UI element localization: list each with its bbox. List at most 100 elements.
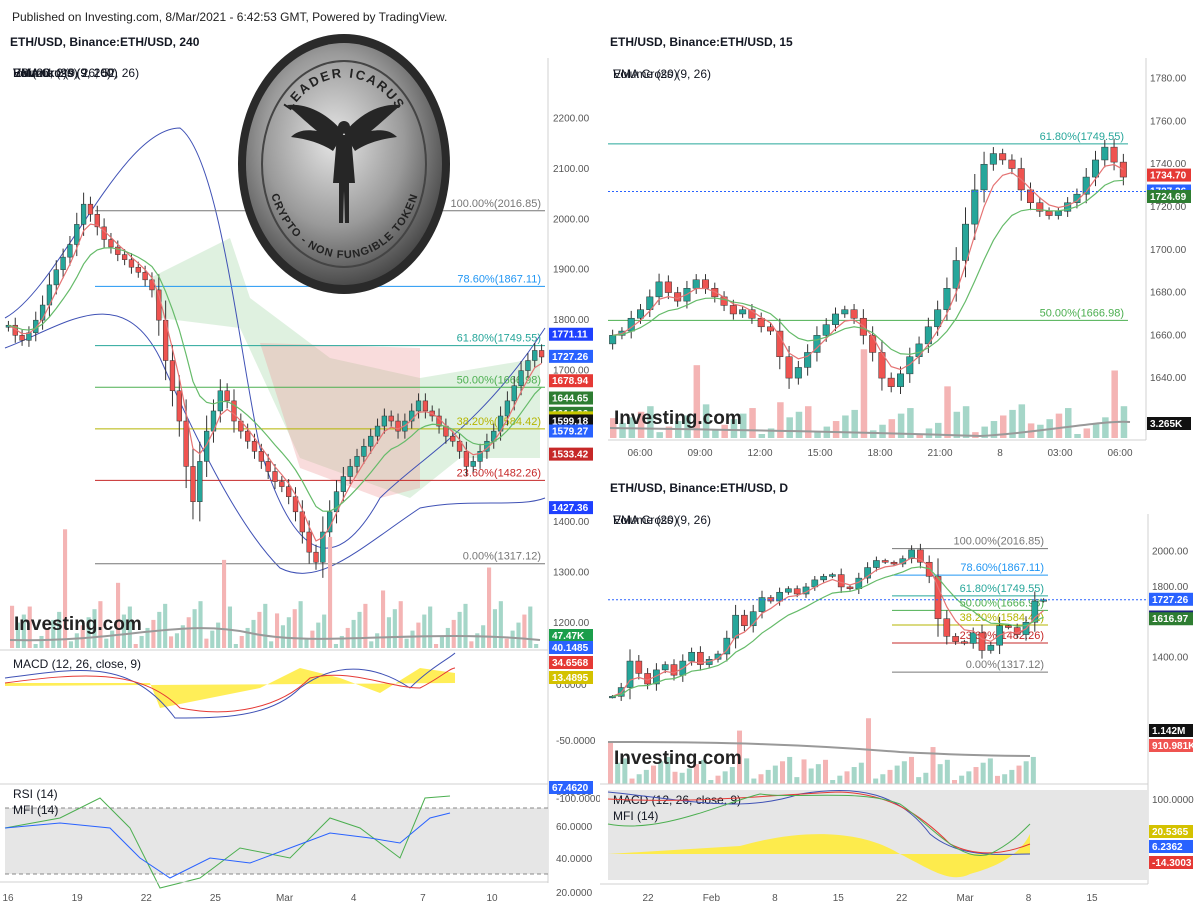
- volume-bar: [973, 767, 979, 784]
- candle: [646, 296, 654, 310]
- indicator-label[interactable]: Volume (20): [13, 66, 78, 80]
- candle: [655, 281, 663, 298]
- price-badge-bg: [1149, 612, 1193, 626]
- leader-icarus-coin: LEADER ICARUS CRYPTO - NON FUNGIBLE TOKE…: [238, 34, 450, 294]
- macd-badge-bg: [549, 671, 593, 684]
- price-badge-bg: [1149, 592, 1193, 606]
- volume-bar: [304, 638, 309, 648]
- volume-bar: [751, 778, 757, 784]
- price-badge: 1427.36: [552, 503, 589, 514]
- volume-bar: [990, 421, 998, 438]
- volume-bar: [786, 417, 793, 438]
- candle: [711, 288, 719, 298]
- volume-bar: [772, 765, 778, 784]
- indicator-label[interactable]: BB (20, 2): [13, 66, 68, 80]
- volume-bar: [428, 606, 433, 648]
- volume-bar: [758, 774, 764, 784]
- fib-label: 78.60%(1867.11): [960, 562, 1044, 574]
- volume-bar: [712, 430, 719, 438]
- x-tick-label: 25: [210, 893, 222, 904]
- volume-bar: [1037, 424, 1044, 438]
- volume-bar: [749, 408, 756, 438]
- candle: [204, 430, 210, 462]
- candle: [670, 664, 678, 676]
- indicator-label[interactable]: EMA Cross (9, 26): [613, 513, 712, 527]
- candle: [456, 440, 463, 452]
- volume-bar: [1092, 422, 1100, 438]
- fib-label: 38.20%(1584.42): [960, 612, 1044, 624]
- y-tick-label: 1400.00: [1152, 653, 1189, 664]
- candle: [361, 446, 367, 457]
- volume-bar: [1055, 413, 1063, 438]
- investing-logo: Investing.com: [614, 408, 742, 429]
- volume-bar: [451, 619, 456, 648]
- volume-bar: [981, 426, 988, 438]
- volume-bar: [245, 627, 250, 648]
- candle: [1110, 146, 1118, 163]
- candle: [354, 456, 360, 467]
- fib-label: 61.80%(1749.55): [960, 583, 1044, 595]
- candle: [720, 296, 728, 306]
- macd-y-tick: -50.0000: [556, 736, 596, 747]
- macd-signal-line: [607, 791, 1031, 854]
- indicator-label[interactable]: Volume (20): [613, 513, 678, 527]
- chart-canvas-d[interactable]: 100.00%(2016.85) 78.60%(1867.11) 61.80%(17…: [600, 474, 1200, 912]
- x-tick-label: 03:00: [1047, 448, 1072, 459]
- candle: [978, 632, 986, 651]
- volume-bar: [765, 769, 771, 784]
- volume-bar: [1000, 415, 1007, 438]
- candle: [538, 350, 545, 358]
- volume-bar: [298, 601, 303, 648]
- chart-panel-d[interactable]: ETH/USD, Binance:ETH/USD, D Volume (20) E…: [600, 474, 1200, 912]
- volume-bar: [275, 613, 280, 648]
- volume-bar: [316, 622, 321, 648]
- volume-bar: [1009, 769, 1015, 784]
- ema-fast-line: [612, 163, 1124, 371]
- indicator-label[interactable]: Ichimoku (9, 26, 52, 26): [13, 66, 140, 80]
- indicator-label[interactable]: Volume (20): [613, 67, 678, 81]
- volume-bar: [665, 756, 671, 784]
- candle: [511, 385, 517, 402]
- volume-bar: [439, 635, 445, 648]
- macd-badge: 34.6568: [552, 658, 589, 669]
- ichimoku-cloud: [150, 238, 540, 498]
- volume-bar: [416, 622, 421, 648]
- fib-label: 100.00%(2016.85): [953, 536, 1044, 548]
- volume-bar: [953, 411, 961, 438]
- candle: [108, 239, 114, 248]
- rsi-badge-bg: [549, 781, 593, 794]
- chart-title-240: ETH/USD, Binance:ETH/USD, 240: [10, 35, 200, 49]
- indicator-label[interactable]: EMA Cross (9, 26): [613, 67, 712, 81]
- candle: [388, 415, 394, 422]
- chart-panel-15[interactable]: ETH/USD, Binance:ETH/USD, 15 Volume (20)…: [600, 28, 1200, 468]
- price-badge-bg: [549, 414, 593, 428]
- volume-bar: [116, 582, 121, 648]
- candle: [525, 360, 531, 371]
- candle: [987, 644, 995, 651]
- volume-bar: [163, 603, 168, 648]
- volume-bar: [870, 430, 877, 438]
- y-tick-label: 1640.00: [1150, 373, 1187, 384]
- candle: [989, 153, 997, 165]
- volume-bar: [916, 434, 923, 438]
- macd-badge: 6.2362: [1152, 842, 1183, 853]
- indicator-label[interactable]: EMA Cross (9, 26): [13, 66, 112, 80]
- volume-bar: [410, 630, 415, 648]
- chart-canvas-240[interactable]: 100.00%(2016.85) 78.60%(1867.11) 61.80%(17…: [0, 28, 600, 912]
- volume-bar: [422, 614, 427, 648]
- volume-bar: [729, 767, 735, 784]
- volume-bar: [952, 780, 958, 784]
- volume-bar: [744, 758, 750, 784]
- chart-canvas-15[interactable]: 61.80%(1749.55) 50.00%(1666.98) 1780.00 176…: [600, 28, 1200, 468]
- volume-bar: [463, 603, 468, 648]
- candle: [822, 324, 830, 336]
- x-tick-label: 8: [997, 448, 1003, 459]
- rsi-y-tick: 60.0000: [556, 822, 593, 833]
- x-tick-label: 15: [1086, 893, 1098, 904]
- indicator-label[interactable]: EMA Cross (9, 200): [13, 66, 118, 80]
- volume-bar: [98, 601, 103, 648]
- indicator-label[interactable]: EMA Cross (9, 100): [13, 66, 118, 80]
- ema-slow-line: [612, 179, 1124, 355]
- x-tick-label: 10: [486, 893, 498, 904]
- volume-bar: [487, 567, 492, 648]
